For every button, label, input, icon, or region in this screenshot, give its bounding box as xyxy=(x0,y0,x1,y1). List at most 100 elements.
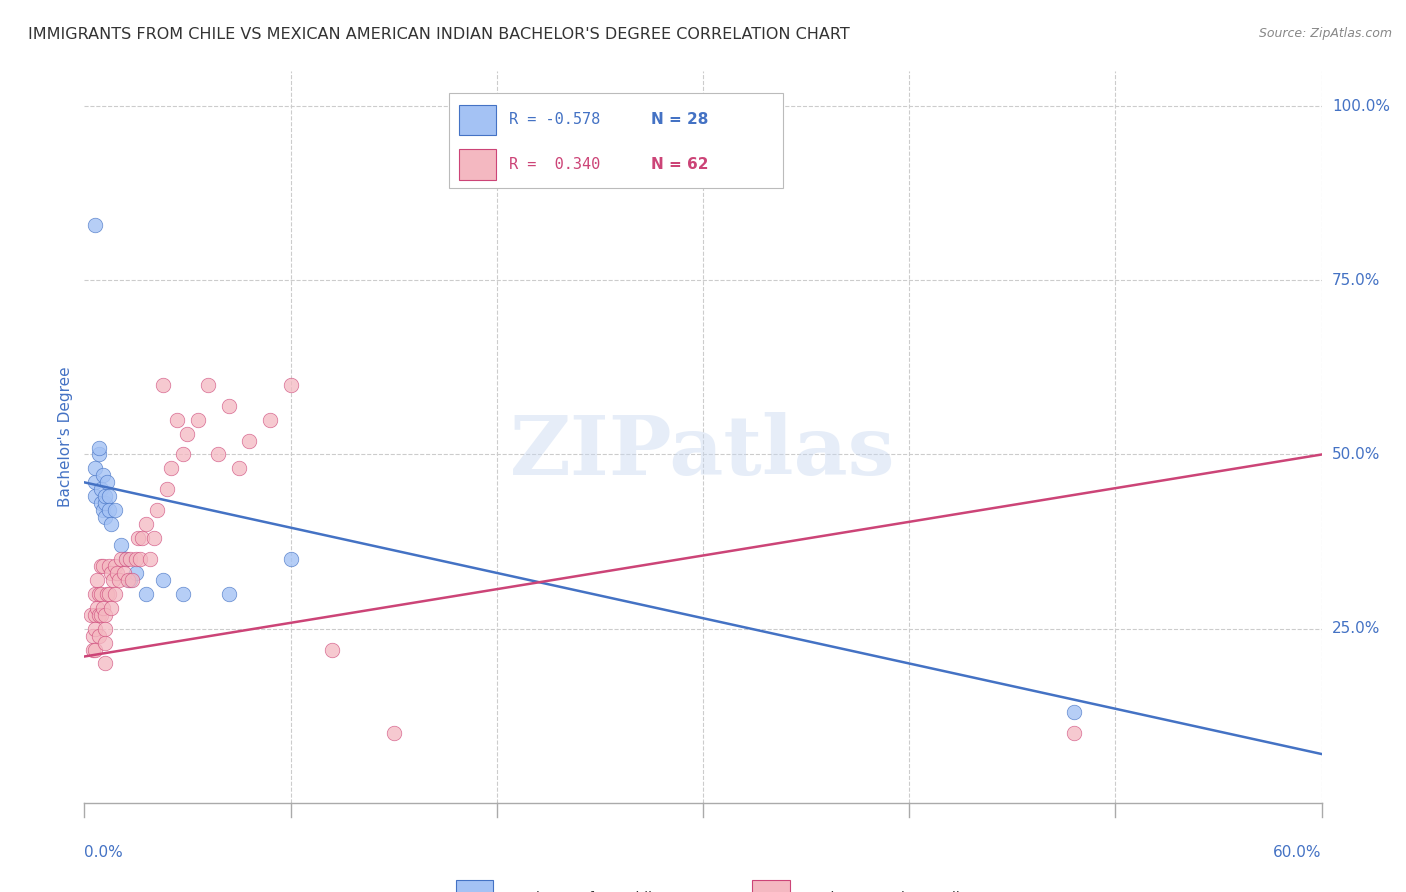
Y-axis label: Bachelor's Degree: Bachelor's Degree xyxy=(58,367,73,508)
Point xyxy=(1063,705,1085,719)
Point xyxy=(218,399,240,413)
Point xyxy=(143,531,166,545)
Point xyxy=(135,517,157,532)
Point xyxy=(112,566,135,580)
Point xyxy=(91,503,114,517)
Point xyxy=(176,426,198,441)
Point xyxy=(110,538,132,552)
Point xyxy=(280,377,302,392)
Point xyxy=(160,461,183,475)
Text: 0.0%: 0.0% xyxy=(84,845,124,860)
Point xyxy=(152,573,174,587)
Point xyxy=(280,552,302,566)
Point xyxy=(1063,726,1085,740)
Point xyxy=(83,622,105,636)
Point xyxy=(94,622,117,636)
Point xyxy=(94,635,117,649)
Text: Mexican American Indians: Mexican American Indians xyxy=(801,891,984,892)
Point xyxy=(87,587,110,601)
Point xyxy=(145,503,167,517)
Point xyxy=(86,573,108,587)
Bar xyxy=(460,149,496,180)
Point xyxy=(83,607,105,622)
Point xyxy=(125,552,148,566)
Point xyxy=(228,461,250,475)
Text: 50.0%: 50.0% xyxy=(1331,447,1381,462)
Point xyxy=(121,573,143,587)
Point xyxy=(172,587,194,601)
Point xyxy=(104,558,127,573)
Point xyxy=(187,412,209,426)
Point xyxy=(108,573,131,587)
Point xyxy=(156,483,179,497)
Point xyxy=(114,552,136,566)
Point xyxy=(104,503,127,517)
Point xyxy=(98,503,121,517)
Text: 60.0%: 60.0% xyxy=(1274,845,1322,860)
Text: R =  0.340: R = 0.340 xyxy=(509,157,600,172)
Point xyxy=(86,600,108,615)
FancyBboxPatch shape xyxy=(450,94,783,188)
Point xyxy=(94,607,117,622)
Point xyxy=(91,600,114,615)
Bar xyxy=(752,880,790,892)
Point xyxy=(139,552,162,566)
Text: 100.0%: 100.0% xyxy=(1331,99,1391,113)
Text: N = 28: N = 28 xyxy=(651,112,709,128)
Point xyxy=(382,726,405,740)
Point xyxy=(166,412,188,426)
Point xyxy=(83,587,105,601)
Point xyxy=(118,573,141,587)
Point xyxy=(321,642,343,657)
Point xyxy=(98,587,121,601)
Bar xyxy=(456,880,492,892)
Point xyxy=(90,558,112,573)
Text: IMMIGRANTS FROM CHILE VS MEXICAN AMERICAN INDIAN BACHELOR'S DEGREE CORRELATION C: IMMIGRANTS FROM CHILE VS MEXICAN AMERICA… xyxy=(28,27,849,42)
Point xyxy=(127,531,149,545)
Point xyxy=(259,412,281,426)
Point xyxy=(96,475,118,490)
Point xyxy=(218,587,240,601)
Text: Source: ZipAtlas.com: Source: ZipAtlas.com xyxy=(1258,27,1392,40)
Point xyxy=(100,566,122,580)
Point xyxy=(129,552,152,566)
Point xyxy=(104,587,127,601)
Point xyxy=(96,587,118,601)
Text: 75.0%: 75.0% xyxy=(1331,273,1381,288)
Point xyxy=(83,475,105,490)
Point xyxy=(125,566,148,580)
Point xyxy=(172,448,194,462)
Point xyxy=(83,489,105,503)
Point xyxy=(83,461,105,475)
Point xyxy=(83,218,105,232)
Point xyxy=(197,377,219,392)
Point xyxy=(79,607,101,622)
Point xyxy=(82,629,104,643)
Text: N = 62: N = 62 xyxy=(651,157,709,172)
Point xyxy=(117,573,139,587)
Text: ZIPatlas: ZIPatlas xyxy=(510,412,896,491)
Point xyxy=(82,642,104,657)
Point xyxy=(110,552,132,566)
Point xyxy=(98,558,121,573)
Point xyxy=(135,587,157,601)
Point xyxy=(94,496,117,510)
Point xyxy=(114,552,136,566)
Point xyxy=(118,552,141,566)
Point xyxy=(87,441,110,455)
Text: Immigrants from Chile: Immigrants from Chile xyxy=(505,891,661,892)
Point xyxy=(94,657,117,671)
Text: R = -0.578: R = -0.578 xyxy=(509,112,600,128)
Point xyxy=(91,468,114,483)
Point xyxy=(100,600,122,615)
Point xyxy=(90,587,112,601)
Point xyxy=(94,510,117,524)
Point xyxy=(90,496,112,510)
Point xyxy=(91,558,114,573)
Point xyxy=(98,489,121,503)
Bar xyxy=(460,104,496,136)
Point xyxy=(87,448,110,462)
Point xyxy=(152,377,174,392)
Point xyxy=(90,483,112,497)
Point xyxy=(90,607,112,622)
